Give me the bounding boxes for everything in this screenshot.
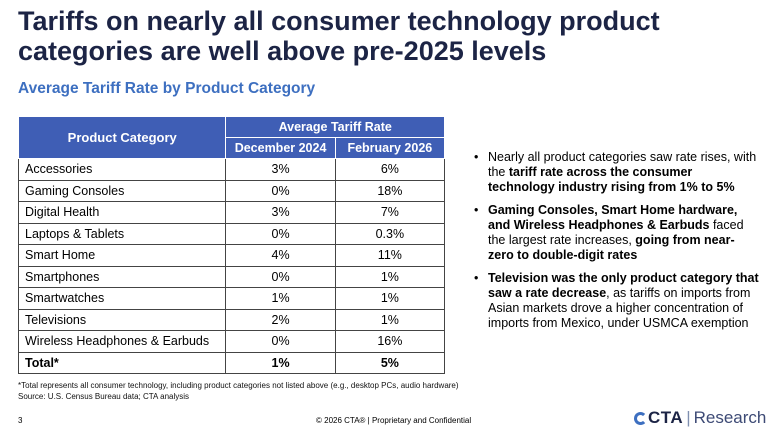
bullet-list: Nearly all product categories saw rate r… (470, 150, 760, 339)
bullet-text-bold: going from near-zero to double-digit rat… (488, 233, 735, 262)
footnote-total-note: *Total represents all consumer technolog… (18, 381, 459, 390)
cell-december-2024: 4% (225, 244, 336, 267)
page-title: Tariffs on nearly all consumer technolog… (18, 6, 660, 66)
cell-february-2026: 5% (334, 351, 446, 374)
logo-separator: | (686, 408, 691, 427)
cell-february-2026: 1% (334, 308, 446, 331)
page-number: 3 (18, 416, 23, 425)
table-row: Laptops & Tablets 0% 0.3% (17, 222, 446, 245)
cell-category: Digital Health (17, 201, 227, 224)
cell-february-2026: 11% (334, 244, 446, 267)
cell-february-2026: 0.3% (334, 222, 446, 245)
cell-category: Smart Home (17, 244, 227, 267)
header-average-tariff-rate: Average Tariff Rate (225, 116, 445, 138)
cell-february-2026: 1% (334, 265, 446, 288)
table-row: Wireless Headphones & Earbuds 0% 16% (17, 330, 446, 353)
bullet-text: faced the largest rate increases, (488, 218, 744, 247)
cell-category: Smartphones (17, 265, 227, 288)
table-row: Smartphones 0% 1% (17, 265, 446, 288)
bullet-text: , as tariffs on imports from Asian marke… (488, 286, 751, 330)
logo-brand: CTA (648, 408, 684, 427)
table-row: Gaming Consoles 0% 18% (17, 179, 446, 202)
cell-december-2024: 1% (225, 351, 336, 374)
bullet-item: Nearly all product categories saw rate r… (470, 150, 760, 195)
cell-december-2024: 2% (225, 308, 336, 331)
cta-research-logo: CTA | Research (634, 408, 766, 428)
table-row: Smart Home 4% 11% (17, 244, 446, 267)
table-body: Accessories 3% 6% Gaming Consoles 0% 18% Digit… (17, 158, 446, 374)
cell-february-2026: 16% (334, 330, 446, 353)
cell-category: Televisions (17, 308, 227, 331)
cell-february-2026: 7% (334, 201, 446, 224)
table-row: Televisions 2% 1% (17, 308, 446, 331)
cell-december-2024: 0% (225, 179, 336, 202)
cell-december-2024: 0% (225, 222, 336, 245)
cell-february-2026: 1% (334, 287, 446, 310)
cell-category: Smartwatches (17, 287, 227, 310)
logo-mark-icon (634, 411, 647, 425)
table-row: Smartwatches 1% 1% (17, 287, 446, 310)
bullet-item: Gaming Consoles, Smart Home hardware, an… (470, 203, 760, 263)
table-row: Digital Health 3% 7% (17, 201, 446, 224)
footnote-source: Source: U.S. Census Bureau data; CTA ana… (18, 391, 190, 401)
header-december-2024: December 2024 (225, 137, 336, 159)
cell-february-2026: 18% (334, 179, 446, 202)
bullet-text-bold: Television was the only product category… (488, 271, 759, 300)
footnote: *Total represents all consumer technolog… (18, 381, 459, 402)
cell-category: Laptops & Tablets (17, 222, 227, 245)
table-row: Accessories 3% 6% (17, 158, 446, 181)
cell-category: Wireless Headphones & Earbuds (17, 330, 227, 353)
cell-december-2024: 0% (225, 330, 336, 353)
cell-category: Gaming Consoles (17, 179, 227, 202)
header-product-category: Product Category (17, 116, 227, 159)
cell-category: Accessories (17, 158, 227, 181)
tariff-table: Product Category Average Tariff Rate Dec… (17, 116, 446, 374)
header-february-2026: February 2026 (334, 137, 446, 159)
cell-december-2024: 3% (225, 201, 336, 224)
cell-february-2026: 6% (334, 158, 446, 181)
cell-december-2024: 3% (225, 158, 336, 181)
bullet-text-bold: tariff rate across the consumer technolo… (488, 165, 735, 194)
copyright-notice: © 2026 CTA® | Proprietary and Confidenti… (316, 416, 472, 425)
logo-suffix: Research (693, 408, 767, 427)
cell-december-2024: 0% (225, 265, 336, 288)
bullet-text-bold: Gaming Consoles, Smart Home hardware, an… (488, 203, 738, 232)
bullet-text: Nearly all product categories saw rate r… (488, 150, 757, 179)
cell-december-2024: 1% (225, 287, 336, 310)
table-total-row: Total* 1% 5% (17, 351, 446, 374)
bullet-item: Television was the only product category… (470, 271, 760, 331)
cell-category: Total* (17, 351, 227, 374)
table-subtitle: Average Tariff Rate by Product Category (18, 80, 316, 97)
